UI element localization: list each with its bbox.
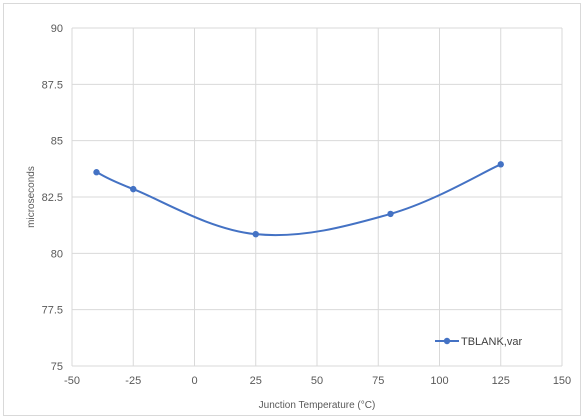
x-tick-label: 125 xyxy=(492,375,510,387)
x-tick-label: -50 xyxy=(64,375,80,387)
x-tick-label: 150 xyxy=(553,375,571,387)
y-tick-label: 77.5 xyxy=(42,305,63,317)
x-tick-label: -25 xyxy=(125,375,141,387)
gridlines xyxy=(71,27,563,367)
chart-frame xyxy=(3,3,581,416)
x-axis-ticks: -50 -25 0 25 50 75 100 125 150 xyxy=(64,375,571,387)
x-tick-label: 50 xyxy=(311,375,323,387)
x-tick-label: 100 xyxy=(430,375,448,387)
x-axis-title: Junction Temperature (°C) xyxy=(259,400,376,411)
y-tick-label: 85 xyxy=(51,136,63,148)
legend: TBLANK,var xyxy=(435,336,522,348)
y-tick-label: 87.5 xyxy=(42,79,63,91)
data-point xyxy=(387,210,394,218)
data-point xyxy=(93,169,100,176)
x-tick-label: 75 xyxy=(372,375,384,387)
data-point xyxy=(497,161,504,168)
y-tick-label: 80 xyxy=(51,248,63,260)
y-axis-ticks: 75 77.5 80 82.5 85 87.5 90 xyxy=(42,23,63,373)
y-tick-label: 90 xyxy=(51,23,63,35)
x-tick-label: 25 xyxy=(250,375,262,387)
y-tick-label: 82.5 xyxy=(42,192,63,204)
y-axis-title: microseconds xyxy=(26,166,37,228)
y-tick-label: 75 xyxy=(51,361,63,373)
legend-point-marker xyxy=(443,337,451,345)
series-layer xyxy=(93,161,504,238)
legend-label: TBLANK,var xyxy=(461,336,522,348)
data-point xyxy=(130,185,137,193)
data-point xyxy=(252,230,259,238)
series-line xyxy=(96,163,502,237)
x-tick-label: 0 xyxy=(191,375,197,387)
